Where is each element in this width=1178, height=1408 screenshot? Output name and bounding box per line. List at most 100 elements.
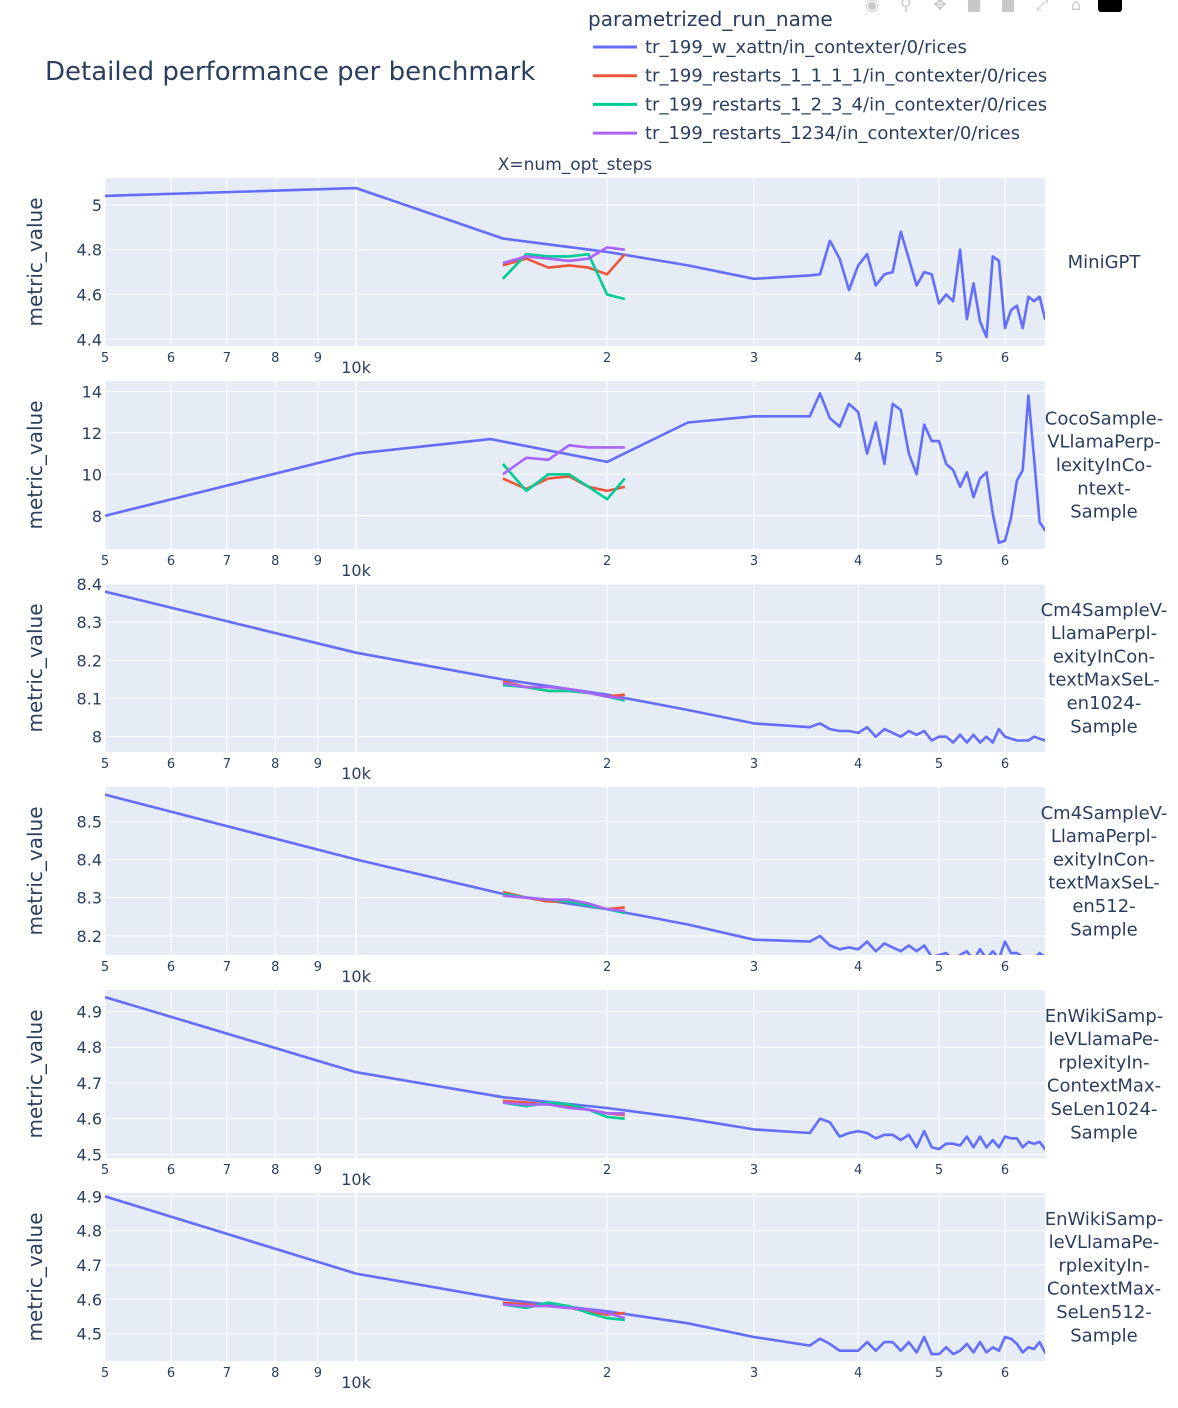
facet-label-segment: textMaxSeL-	[1048, 670, 1159, 691]
series-line-4	[502, 444, 625, 476]
autoscale-icon[interactable]: ⤢	[1035, 0, 1049, 12]
y-tick-label: 12	[82, 424, 102, 443]
zoom-out-icon[interactable]: ■	[1000, 0, 1016, 12]
y-tick-label: 8.1	[77, 690, 102, 709]
x-tick-label: 3	[750, 351, 758, 366]
x-tick-label: 5	[101, 1366, 109, 1381]
legend-item[interactable]: tr_199_restarts_1_1_1_1/in_contexter/0/r…	[593, 66, 1047, 87]
facet-panel: 8 8.1 8.2 8.3 8.4 5 6 7 8 9 10k 2 3 4 5 6 metric_value Cm…	[23, 575, 1167, 783]
x-tick-label: 4	[854, 757, 862, 772]
zoom-in-icon[interactable]: ■	[966, 0, 982, 12]
facet-label-segment: Cm4SampleV-	[1041, 600, 1168, 621]
legend-item[interactable]: tr_199_restarts_1234/in_contexter/0/rice…	[593, 123, 1020, 144]
facet-panel: 4.4 4.6 4.8 5 5 6 7 8 9 10k 2 3 4 5 6 metric_value MiniG…	[23, 178, 1141, 377]
y-tick-label: 4.8	[77, 241, 102, 260]
x-tick-label: 5	[935, 1366, 943, 1381]
modebar: ◉ ⚲ ✥ ■ ■ ⤢ ⌂	[860, 0, 1122, 12]
pan-icon[interactable]: ✥	[933, 0, 947, 12]
facet-label: EnWikiSamp-leVLlamaPe-rplexityIn- Context…	[1045, 1006, 1164, 1144]
x-tick-label: 10k	[341, 561, 371, 580]
series-line-1	[105, 1195, 1045, 1356]
x-tick-label: 6	[167, 351, 175, 366]
series-line-4	[502, 682, 625, 700]
series-line-4	[502, 894, 625, 913]
plot-background	[105, 178, 1045, 346]
y-axis-title: metric_value	[23, 400, 47, 529]
y-tick-label: 4.7	[77, 1074, 102, 1093]
series-line-2	[502, 475, 626, 493]
plot-background	[105, 990, 1045, 1158]
x-tick-label: 9	[314, 1366, 322, 1381]
plot-background	[105, 1193, 1045, 1361]
y-axis-title: metric_value	[23, 197, 47, 326]
camera-icon[interactable]: ◉	[865, 0, 879, 12]
zoom-icon[interactable]: ⚲	[900, 0, 912, 12]
x-tick-label: 10k	[341, 1373, 371, 1392]
facet-label-segment: MiniGPT	[1068, 252, 1142, 273]
x-tick-label: 3	[750, 757, 758, 772]
facet-label: MiniGPT	[1068, 252, 1142, 273]
series-line-4	[502, 246, 625, 265]
x-tick-label: 7	[223, 351, 231, 366]
x-tick-label: 9	[314, 757, 322, 772]
facet-label-segment: leVLlamaPe-	[1049, 1232, 1160, 1253]
facet-label-segment: ContextMax-	[1047, 1279, 1161, 1300]
x-tick-label: 2	[603, 1163, 611, 1178]
y-tick-label: 4.5	[77, 1325, 102, 1344]
facet-label-segment: rplexityIn-	[1058, 1052, 1149, 1073]
x-tick-label: 2	[603, 1366, 611, 1381]
y-axis-title: metric_value	[23, 806, 47, 935]
facet-label-segment: SeLen1024-	[1051, 1099, 1158, 1120]
x-tick-label: 5	[101, 1163, 109, 1178]
x-tick-label: 6	[1001, 960, 1009, 975]
y-tick-label: 8.5	[77, 812, 102, 831]
facet-label: CocoSample- VLlamaPerp-lexityInCo-ntext- S…	[1045, 408, 1163, 522]
x-tick-label: 8	[271, 757, 279, 772]
y-tick-label: 8.3	[77, 889, 102, 908]
x-tick-label: 6	[167, 960, 175, 975]
facet-panel: 8 10 12 14 5 6 7 8 9 10k 2 3 4 5 6 metric_value CocoSamp…	[23, 381, 1163, 580]
legend-item[interactable]: tr_199_restarts_1_2_3_4/in_contexter/0/r…	[593, 94, 1047, 115]
x-tick-label: 2	[603, 757, 611, 772]
x-tick-label: 7	[223, 1163, 231, 1178]
facet-label-segment: leVLlamaPe-	[1049, 1029, 1160, 1050]
facet-panel: 8.2 8.3 8.4 8.5 5 6 7 8 9 10k 2 3 4 5 6 metric_value Cm4…	[23, 787, 1167, 986]
y-tick-label: 4.4	[77, 330, 102, 349]
x-tick-label: 4	[854, 554, 862, 569]
facet-panel: 4.5 4.6 4.7 4.8 4.9 5 6 7 8 9 10k 2 3 4 5 6 metric_value…	[23, 1187, 1163, 1392]
chart-title: Detailed performance per benchmark	[45, 57, 535, 87]
y-tick-label: 8.2	[77, 651, 102, 670]
y-tick-label: 4.9	[77, 1002, 102, 1021]
y-tick-label: 8	[92, 728, 102, 747]
x-tick-label: 8	[271, 1366, 279, 1381]
facet-label-segment: ContextMax-	[1047, 1076, 1161, 1097]
x-tick-label: 5	[935, 554, 943, 569]
x-tick-label: 6	[167, 1366, 175, 1381]
legend-label: tr_199_restarts_1_2_3_4/in_contexter/0/r…	[645, 94, 1047, 115]
y-tick-label: 8.4	[77, 851, 102, 870]
plotly-logo-icon[interactable]	[1098, 0, 1122, 12]
x-tick-label: 10k	[341, 967, 371, 986]
y-tick-label: 8.2	[77, 927, 102, 946]
series-line-3	[502, 1101, 625, 1120]
column-label: X=num_opt_steps	[498, 155, 653, 175]
facet-label-segment: textMaxSeL-	[1048, 873, 1159, 894]
series-line-3	[501, 463, 626, 501]
series-line-1	[105, 186, 1045, 339]
y-tick-label: 14	[82, 382, 102, 401]
facet-label-segment: Sample	[1070, 1122, 1138, 1143]
home-icon[interactable]: ⌂	[1070, 0, 1082, 12]
legend-label: tr_199_restarts_1_1_1_1/in_contexter/0/r…	[645, 66, 1047, 87]
x-tick-label: 4	[854, 351, 862, 366]
x-tick-label: 9	[314, 351, 322, 366]
x-tick-label: 10k	[341, 358, 371, 377]
facet-label-segment: Cm4SampleV-	[1041, 803, 1168, 824]
facet-label-segment: LlamaPerpl-	[1051, 623, 1157, 644]
x-tick-label: 7	[223, 554, 231, 569]
facet-label-segment: SeLen512-	[1056, 1302, 1152, 1323]
facet-label-segment: Sample	[1070, 1325, 1138, 1346]
legend-item[interactable]: tr_199_w_xattn/in_contexter/0/rices	[593, 37, 967, 58]
y-tick-label: 4.6	[77, 285, 102, 304]
x-tick-label: 3	[750, 1163, 758, 1178]
